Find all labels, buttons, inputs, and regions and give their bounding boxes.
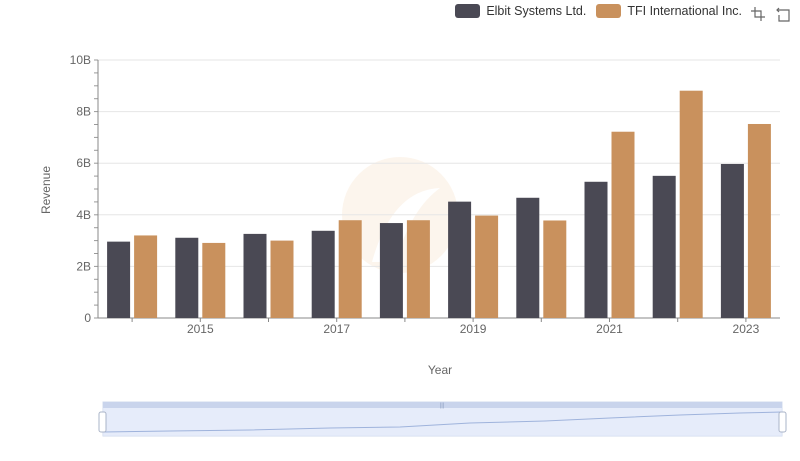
- chart-legend: Elbit Systems Ltd. TFI International Inc…: [455, 4, 742, 18]
- x-tick-label: 2019: [460, 322, 487, 336]
- chart-toolbox: [750, 6, 792, 22]
- legend-swatch-tfi: [596, 4, 622, 18]
- bar-tfi-2017[interactable]: [338, 220, 362, 318]
- legend-item-elbit[interactable]: Elbit Systems Ltd.: [455, 4, 586, 18]
- slider-right-handle[interactable]: [778, 411, 787, 433]
- bar-elbit-2018[interactable]: [379, 223, 403, 318]
- zoom-reset-icon[interactable]: [776, 6, 792, 22]
- y-tick-label: 10B: [70, 53, 91, 67]
- y-axis-label: Revenue: [39, 166, 53, 214]
- bar-tfi-2023[interactable]: [747, 123, 771, 318]
- bar-elbit-2023[interactable]: [720, 163, 744, 318]
- x-tick-label: 2023: [733, 322, 760, 336]
- bar-tfi-2020[interactable]: [543, 220, 567, 318]
- legend-label-elbit: Elbit Systems Ltd.: [486, 4, 587, 18]
- bar-elbit-2014[interactable]: [107, 241, 131, 318]
- slider-grip-icon: |||: [440, 403, 445, 409]
- bar-elbit-2015[interactable]: [175, 237, 199, 318]
- legend-item-tfi[interactable]: TFI International Inc.: [596, 4, 742, 18]
- bar-elbit-2020[interactable]: [516, 197, 540, 318]
- data-zoom-slider[interactable]: |||: [98, 401, 787, 437]
- x-axis-label: Year: [428, 363, 452, 377]
- slider-preview-line: [102, 411, 783, 433]
- slider-move-handle[interactable]: [103, 402, 782, 408]
- bar-tfi-2015[interactable]: [202, 242, 226, 318]
- y-tick-label: 6B: [76, 156, 91, 170]
- zoom-icon[interactable]: [750, 6, 766, 22]
- bar-elbit-2019[interactable]: [448, 201, 472, 318]
- bar-tfi-2019[interactable]: [475, 215, 499, 318]
- bar-tfi-2022[interactable]: [679, 90, 703, 319]
- bar-elbit-2017[interactable]: [311, 230, 335, 318]
- bar-elbit-2016[interactable]: [243, 233, 267, 318]
- bar-elbit-2022[interactable]: [652, 175, 676, 318]
- x-tick-label: 2015: [187, 322, 214, 336]
- bar-tfi-2021[interactable]: [611, 131, 635, 318]
- bar-tfi-2016[interactable]: [270, 240, 294, 318]
- x-tick-label: 2021: [596, 322, 623, 336]
- bar-elbit-2021[interactable]: [584, 181, 608, 318]
- legend-label-tfi: TFI International Inc.: [627, 4, 742, 18]
- y-tick-label: 8B: [76, 105, 91, 119]
- bar-tfi-2014[interactable]: [134, 235, 158, 318]
- bar-tfi-2018[interactable]: [406, 220, 430, 318]
- y-tick-label: 2B: [76, 259, 91, 273]
- y-tick-label: 4B: [76, 208, 91, 222]
- legend-swatch-elbit: [455, 4, 481, 18]
- slider-left-handle[interactable]: [98, 411, 107, 433]
- x-tick-label: 2017: [323, 322, 350, 336]
- y-tick-label: 0: [84, 311, 91, 325]
